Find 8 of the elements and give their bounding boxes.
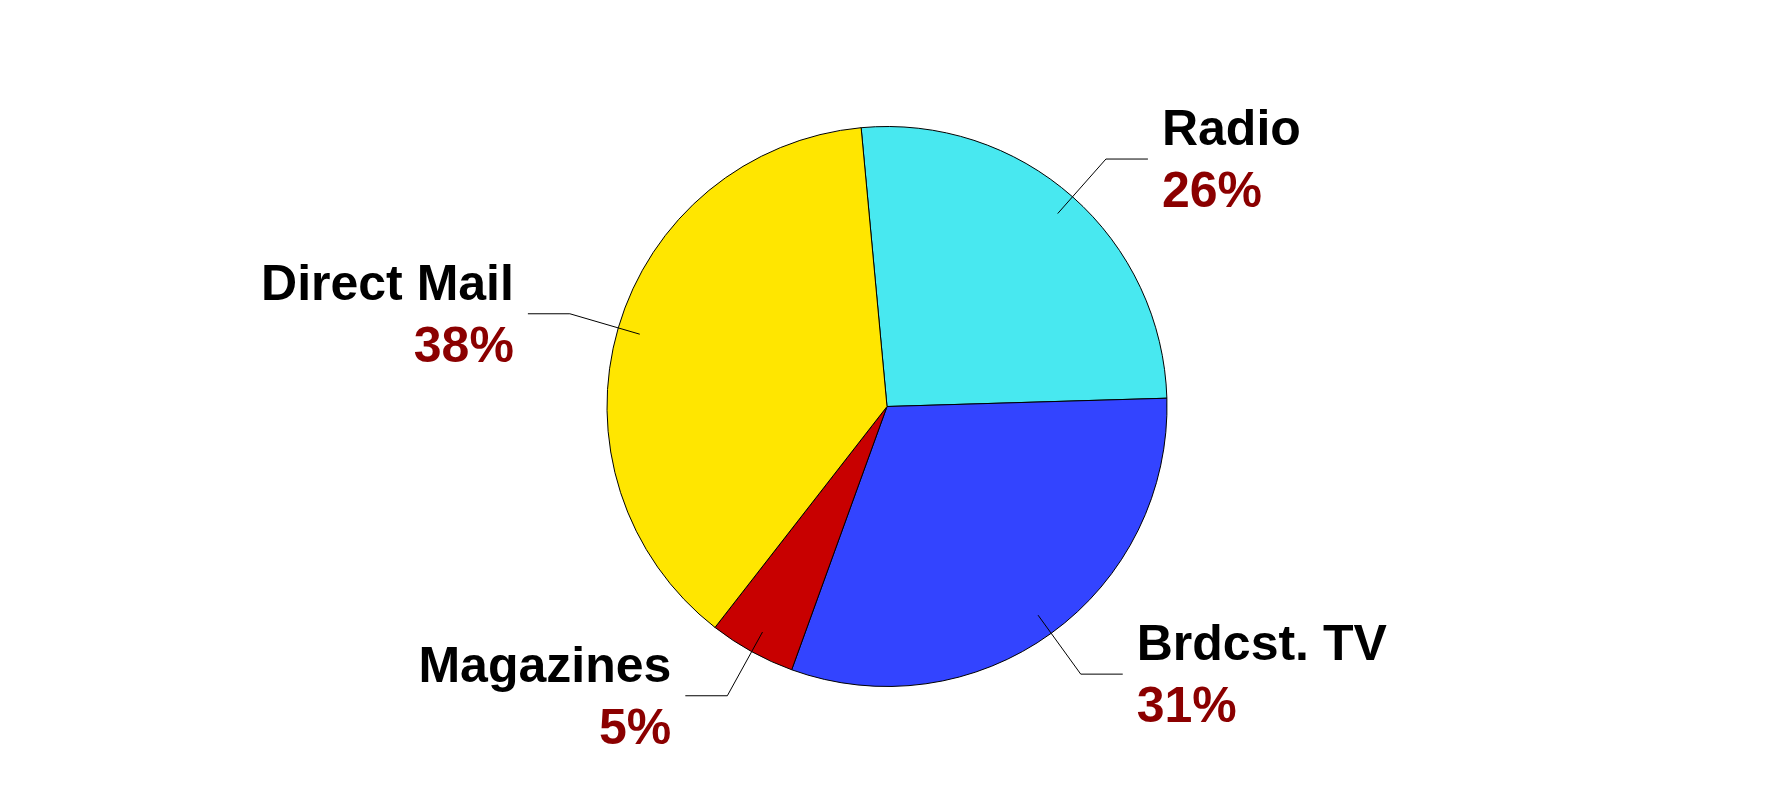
- slice-label: Radio: [1161, 100, 1301, 157]
- data-label: 5%: [599, 698, 672, 755]
- data-label: 31%: [1136, 676, 1237, 733]
- slice-label: Brdcst. TV: [1136, 615, 1388, 672]
- slice-label: Direct Mail: [261, 254, 514, 311]
- slice-label: Magazines: [418, 636, 672, 693]
- data-label: 38%: [413, 316, 514, 373]
- data-label: 26%: [1161, 161, 1263, 218]
